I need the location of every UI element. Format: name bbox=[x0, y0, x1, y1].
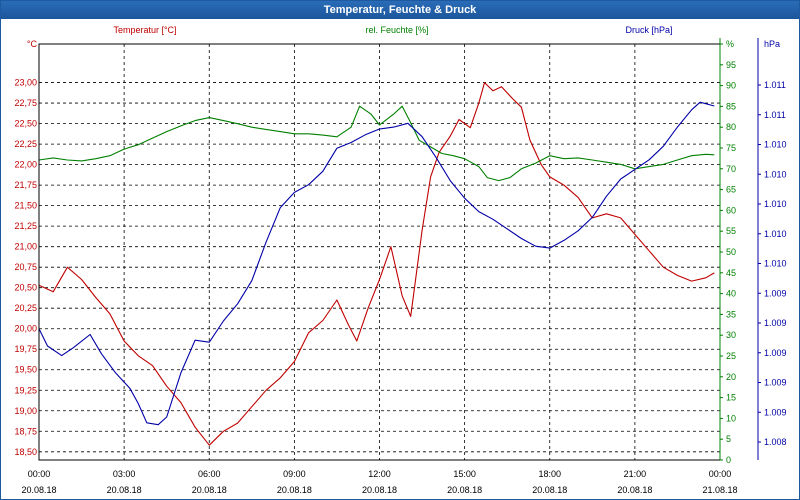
x-tick-date: 20.08.18 bbox=[21, 485, 56, 495]
x-tick-time: 18:00 bbox=[538, 469, 561, 479]
humidity-tick-label: 80 bbox=[726, 122, 736, 132]
temp-tick-label: 19,75 bbox=[14, 344, 37, 354]
temp-tick-label: 18,50 bbox=[14, 447, 37, 457]
temp-tick-label: 23,00 bbox=[14, 78, 37, 88]
humidity-tick-label: 90 bbox=[726, 81, 736, 91]
x-tick-date: 20.08.18 bbox=[447, 485, 482, 495]
legend-temperature: Temperatur [°C] bbox=[113, 25, 176, 35]
humidity-tick-label: 15 bbox=[726, 393, 736, 403]
pressure-tick-label: 1.008 bbox=[764, 437, 787, 447]
humidity-tick-label: 75 bbox=[726, 143, 736, 153]
temp-tick-label: 18,75 bbox=[14, 426, 37, 436]
x-tick-date: 20.08.18 bbox=[617, 485, 652, 495]
temp-tick-label: 20,75 bbox=[14, 262, 37, 272]
window-title: Temperatur, Feuchte & Druck bbox=[1, 1, 799, 19]
humidity-tick-label: 5 bbox=[726, 434, 731, 444]
x-tick-date: 20.08.18 bbox=[362, 485, 397, 495]
chart-axes bbox=[38, 38, 761, 461]
humidity-tick-label: 85 bbox=[726, 101, 736, 111]
x-tick-time: 00:00 bbox=[28, 469, 51, 479]
pressure-tick-label: 1.009 bbox=[764, 378, 787, 388]
humidity-tick-label: 50 bbox=[726, 247, 736, 257]
pressure-tick-label: 1.009 bbox=[764, 407, 787, 417]
x-tick-time: 15:00 bbox=[453, 469, 476, 479]
humidity-tick-label: 45 bbox=[726, 268, 736, 278]
temp-tick-label: 19,25 bbox=[14, 385, 37, 395]
temp-tick-label: 22,25 bbox=[14, 139, 37, 149]
humidity-tick-label: 95 bbox=[726, 60, 736, 70]
temp-tick-label: 20,50 bbox=[14, 283, 37, 293]
pressure-tick-label: 1.010 bbox=[764, 199, 787, 209]
humidity-tick-label: 0 bbox=[726, 455, 731, 465]
legend-pressure: Druck [hPa] bbox=[625, 25, 672, 35]
pressure-tick-label: 1.010 bbox=[764, 169, 787, 179]
temp-tick-label: 21,00 bbox=[14, 242, 37, 252]
humidity-tick-label: 20 bbox=[726, 372, 736, 382]
humidity-tick-label: % bbox=[726, 39, 734, 49]
pressure-unit-label: hPa bbox=[764, 39, 780, 49]
series-line-humidity bbox=[38, 105, 715, 182]
pressure-tick-label: 1.009 bbox=[764, 318, 787, 328]
pressure-tick-label: 1.011 bbox=[764, 80, 786, 90]
temp-tick-label: 21,75 bbox=[14, 180, 37, 190]
pressure-tick-label: 1.011 bbox=[764, 110, 786, 120]
temp-tick-label: 19,00 bbox=[14, 406, 37, 416]
pressure-tick-label: 1.010 bbox=[764, 259, 787, 269]
temp-tick-label: 20,25 bbox=[14, 303, 37, 313]
humidity-tick-label: 40 bbox=[726, 289, 736, 299]
temp-tick-label: 22,50 bbox=[14, 119, 37, 129]
x-tick-time: 12:00 bbox=[368, 469, 391, 479]
series-line-pressure bbox=[38, 101, 715, 426]
temp-tick-label: 21,50 bbox=[14, 201, 37, 211]
chart-series bbox=[38, 82, 715, 446]
humidity-tick-label: 10 bbox=[726, 413, 736, 423]
x-tick-time: 03:00 bbox=[113, 469, 136, 479]
legend-humidity: rel. Feuchte [%] bbox=[365, 25, 428, 35]
pressure-tick-label: 1.009 bbox=[764, 288, 787, 298]
x-tick-time: 06:00 bbox=[198, 469, 221, 479]
pressure-tick-label: 1.009 bbox=[764, 348, 787, 358]
chart-labels: 18,50 18,75 19,00 19,25 19,50 19,75 20,00 20,25… bbox=[14, 25, 786, 495]
temp-tick-label: 22,75 bbox=[14, 98, 37, 108]
humidity-tick-label: 35 bbox=[726, 309, 736, 319]
x-tick-date: 20.08.18 bbox=[532, 485, 567, 495]
chart-grid bbox=[39, 44, 720, 460]
humidity-tick-label: 55 bbox=[726, 226, 736, 236]
temp-tick-label: 21,25 bbox=[14, 221, 37, 231]
temp-tick-label: 22,00 bbox=[14, 160, 37, 170]
humidity-tick-label: 60 bbox=[726, 205, 736, 215]
pressure-tick-label: 1.010 bbox=[764, 229, 787, 239]
series-line-temperature bbox=[38, 82, 715, 446]
temp-tick-label: 20,00 bbox=[14, 324, 37, 334]
humidity-tick-label: 30 bbox=[726, 330, 736, 340]
x-tick-time: 00:00 bbox=[709, 469, 732, 479]
temp-tick-label: 19,50 bbox=[14, 365, 37, 375]
x-tick-time: 21:00 bbox=[624, 469, 647, 479]
humidity-tick-label: 70 bbox=[726, 164, 736, 174]
x-tick-date: 20.08.18 bbox=[277, 485, 312, 495]
x-tick-date: 20.08.18 bbox=[107, 485, 142, 495]
pressure-tick-label: 1.010 bbox=[764, 140, 787, 150]
x-tick-time: 09:00 bbox=[283, 469, 306, 479]
x-tick-date: 20.08.18 bbox=[192, 485, 227, 495]
x-tick-date: 21.08.18 bbox=[702, 485, 737, 495]
humidity-tick-label: 65 bbox=[726, 185, 736, 195]
temp-unit-label: °C bbox=[27, 39, 38, 49]
humidity-tick-label: 25 bbox=[726, 351, 736, 361]
